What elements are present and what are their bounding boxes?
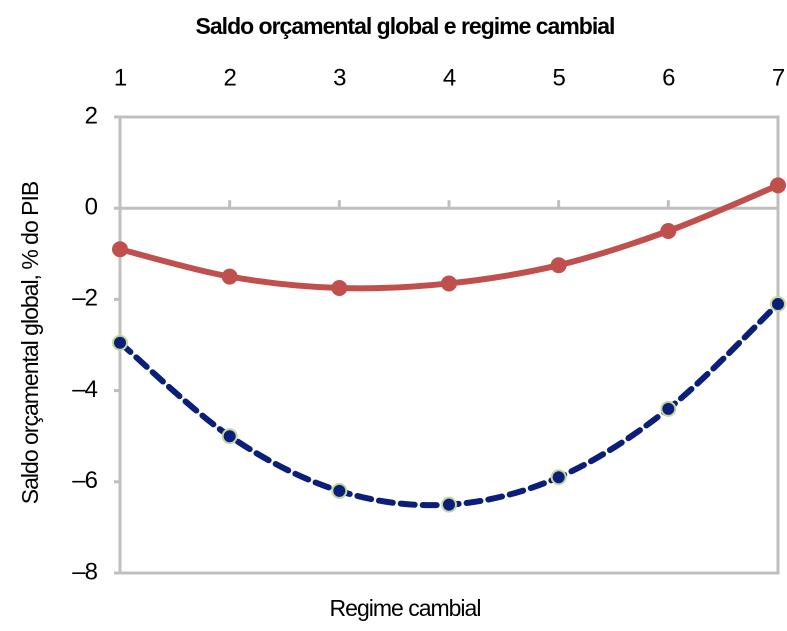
data-point: [441, 496, 457, 513]
data-point: [441, 275, 457, 292]
y-tick-label: 0: [85, 194, 98, 221]
y-axis-label: Saldo orçamental global, % do PIB: [17, 181, 43, 504]
y-tick-label: –8: [72, 558, 97, 585]
data-point: [660, 223, 677, 239]
data-point: [550, 469, 567, 486]
data-point: [112, 241, 128, 258]
data-point: [112, 334, 128, 351]
x-tick-label: 1: [114, 64, 127, 91]
x-tick-label: 5: [552, 64, 565, 91]
y-tick-label: –2: [72, 285, 97, 312]
data-point: [770, 177, 786, 194]
data-point: [221, 268, 238, 285]
x-tick-label: 4: [443, 64, 456, 91]
data-point: [331, 482, 348, 499]
y-tick-label: –4: [72, 376, 97, 403]
y-tick-label: –6: [72, 467, 97, 494]
y-tick-label: 2: [85, 102, 98, 129]
data-point: [660, 400, 677, 417]
data-point: [550, 257, 567, 274]
x-axis-label: Regime cambial: [330, 595, 481, 621]
x-tick-label: 7: [772, 64, 785, 91]
data-point: [221, 428, 238, 445]
x-tick-label: 3: [333, 64, 346, 91]
chart-title: Saldo orçamental global e regime cambial: [196, 13, 615, 39]
series-line: [117, 300, 781, 509]
data-point: [331, 280, 348, 296]
x-tick-label: 6: [662, 64, 675, 91]
data-point: [770, 295, 786, 312]
x-tick-label: 2: [223, 64, 236, 91]
